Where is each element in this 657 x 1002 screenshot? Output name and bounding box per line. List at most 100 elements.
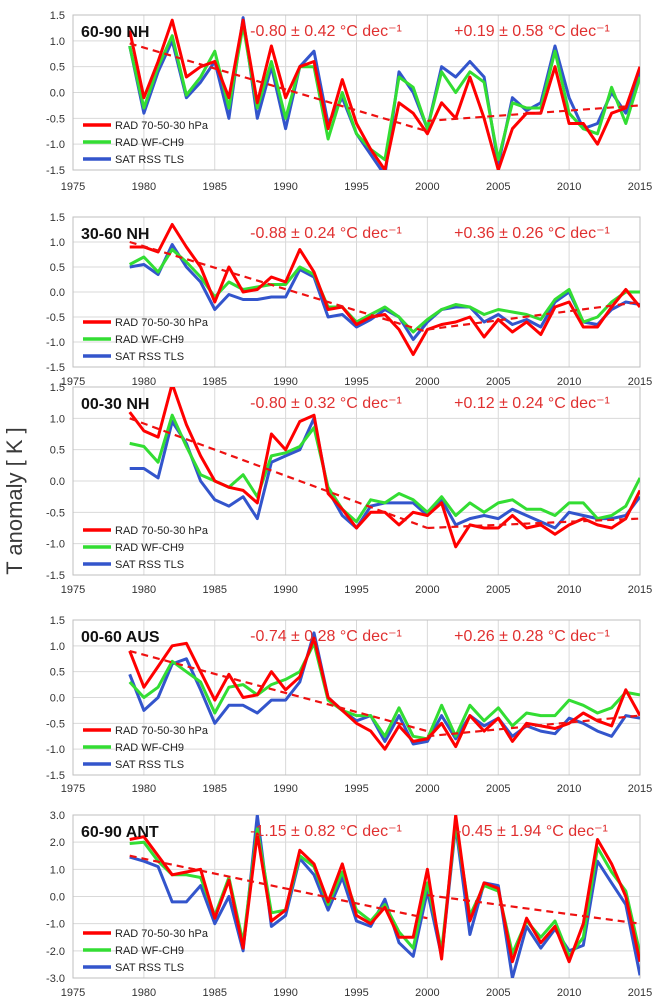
y-tick-label: -0.5 [46, 312, 65, 324]
series-line-sat [128, 631, 640, 746]
y-tick-label: -1.5 [46, 770, 65, 782]
series-line-rad [129, 815, 640, 964]
x-tick-label: 2005 [486, 584, 510, 596]
trend-annotation-1: -0.88 ± 0.24 °C dec⁻¹ [250, 225, 402, 242]
x-tick-label: 1990 [273, 181, 297, 193]
trend-annotation-2: +0.26 ± 0.28 °C dec⁻¹ [454, 628, 610, 645]
y-tick-label: -1.5 [46, 362, 65, 374]
panel-title: 00-60 AUS [81, 629, 160, 646]
x-tick-label: 2005 [486, 987, 510, 999]
plot-area [128, 387, 640, 549]
y-tick-label: 0.0 [50, 892, 65, 904]
plot-area [128, 223, 640, 356]
legend-label-sat: SAT RSS TLS [115, 962, 184, 974]
y-tick-label: -0.5 [46, 113, 65, 125]
chart-panel-5: 3.0 2.0 1.0 0.0 -1.0 -2.0 -3.0 1975 1980 1985 1990… [46, 810, 652, 999]
x-tick-label: 2000 [415, 783, 439, 795]
x-tick-label: 1995 [344, 783, 368, 795]
x-tick-label: 1985 [203, 783, 227, 795]
y-tick-label: -1.0 [46, 744, 65, 756]
trend-annotation-1: -0.80 ± 0.32 °C dec⁻¹ [250, 395, 402, 412]
y-tick-label: 1.5 [50, 615, 65, 627]
x-tick-label: 1990 [273, 783, 297, 795]
x-tick-label: 2000 [415, 584, 439, 596]
chart-panel-2: 1.5 1.0 0.5 0.0 -0.5 -1.0 -1.5 1975 1980 1985 1990… [46, 212, 652, 388]
chart-panel-3: 1.5 1.0 0.5 0.0 -0.5 -1.0 -1.5 1975 1980 1985 1990… [46, 382, 652, 596]
legend-label-sat: SAT RSS TLS [115, 759, 184, 771]
y-tick-label: -0.5 [46, 718, 65, 730]
x-tick-label: 1985 [203, 376, 227, 388]
x-tick-label: 1995 [344, 181, 368, 193]
trend-line-1 [129, 649, 428, 733]
plot-frame [72, 619, 641, 776]
y-tick-label: -1.5 [46, 570, 65, 582]
x-tick-label: 1990 [273, 987, 297, 999]
x-tick-label: 2015 [628, 584, 652, 596]
legend-label-sat: SAT RSS TLS [115, 351, 184, 363]
legend-label-wf: RAD WF-CH9 [115, 945, 184, 957]
y-tick-label: -1.0 [46, 139, 65, 151]
x-tick-label: 2000 [415, 376, 439, 388]
y-tick-label: -0.5 [46, 507, 65, 519]
trend-annotation-2: -0.45 ± 1.94 °C dec⁻¹ [456, 823, 608, 840]
legend-label-sat: SAT RSS TLS [115, 559, 184, 571]
x-tick-label: 2015 [628, 376, 652, 388]
x-tick-label: 1985 [203, 181, 227, 193]
x-tick-label: 1980 [132, 376, 156, 388]
legend-label-wf: RAD WF-CH9 [115, 334, 184, 346]
x-tick-label: 2000 [415, 181, 439, 193]
x-tick-label: 2015 [628, 181, 652, 193]
trend-line-1 [129, 42, 428, 133]
y-tick-label: 0.5 [50, 62, 65, 74]
trend-annotation-2: +0.12 ± 0.24 °C dec⁻¹ [454, 395, 610, 412]
x-tick-label: 1975 [61, 181, 85, 193]
trend-annotation-1: -1.15 ± 0.82 °C dec⁻¹ [250, 823, 402, 840]
x-tick-label: 2005 [486, 376, 510, 388]
y-tick-label: 0.5 [50, 445, 65, 457]
y-tick-label: -1.0 [46, 337, 65, 349]
series-line-wf [128, 23, 640, 162]
y-tick-label: 0.5 [50, 667, 65, 679]
y-tick-label: -2.0 [46, 946, 65, 958]
panel-title: 60-90 NH [81, 24, 149, 41]
trend-annotation-1: -0.74 ± 0.28 °C dec⁻¹ [250, 628, 402, 645]
y-tick-label: 1.5 [50, 212, 65, 224]
legend-label-rad: RAD 70-50-30 hPa [115, 317, 209, 329]
legend-label-wf: RAD WF-CH9 [115, 742, 184, 754]
series-line-rad [128, 636, 640, 751]
x-tick-label: 1985 [203, 987, 227, 999]
x-tick-label: 1990 [273, 584, 297, 596]
y-tick-label: -1.0 [46, 919, 65, 931]
x-tick-label: 1995 [344, 584, 368, 596]
trend-line-1 [129, 240, 428, 334]
y-tick-label: 1.0 [50, 413, 65, 425]
x-tick-label: 1980 [132, 783, 156, 795]
y-tick-label: 0.5 [50, 262, 65, 274]
trend-line-1 [129, 854, 428, 920]
legend-label-rad: RAD 70-50-30 hPa [115, 725, 209, 737]
x-tick-label: 2010 [557, 376, 581, 388]
legend-label-rad: RAD 70-50-30 hPa [115, 525, 209, 537]
series-line-wf [128, 641, 640, 741]
series-line-rad [129, 223, 640, 356]
trend-line-1 [129, 417, 428, 530]
series-line-rad [128, 387, 640, 549]
legend-label-rad: RAD 70-50-30 hPa [115, 928, 209, 940]
x-tick-label: 2000 [415, 987, 439, 999]
y-tick-label: 1.0 [50, 36, 65, 48]
y-tick-label: 1.5 [50, 10, 65, 22]
legend-label-sat: SAT RSS TLS [115, 154, 184, 166]
x-tick-label: 1980 [132, 987, 156, 999]
series-line-wf [128, 248, 640, 334]
y-tick-label: 2.0 [50, 837, 65, 849]
series-line-rad [128, 18, 640, 170]
x-tick-label: 1975 [61, 584, 85, 596]
trend-annotation-1: -0.80 ± 0.42 °C dec⁻¹ [250, 23, 402, 40]
y-tick-label: 0.0 [50, 88, 65, 100]
x-tick-label: 1980 [132, 181, 156, 193]
legend-label-rad: RAD 70-50-30 hPa [115, 120, 209, 132]
x-tick-label: 2005 [486, 783, 510, 795]
x-tick-label: 1990 [273, 376, 297, 388]
